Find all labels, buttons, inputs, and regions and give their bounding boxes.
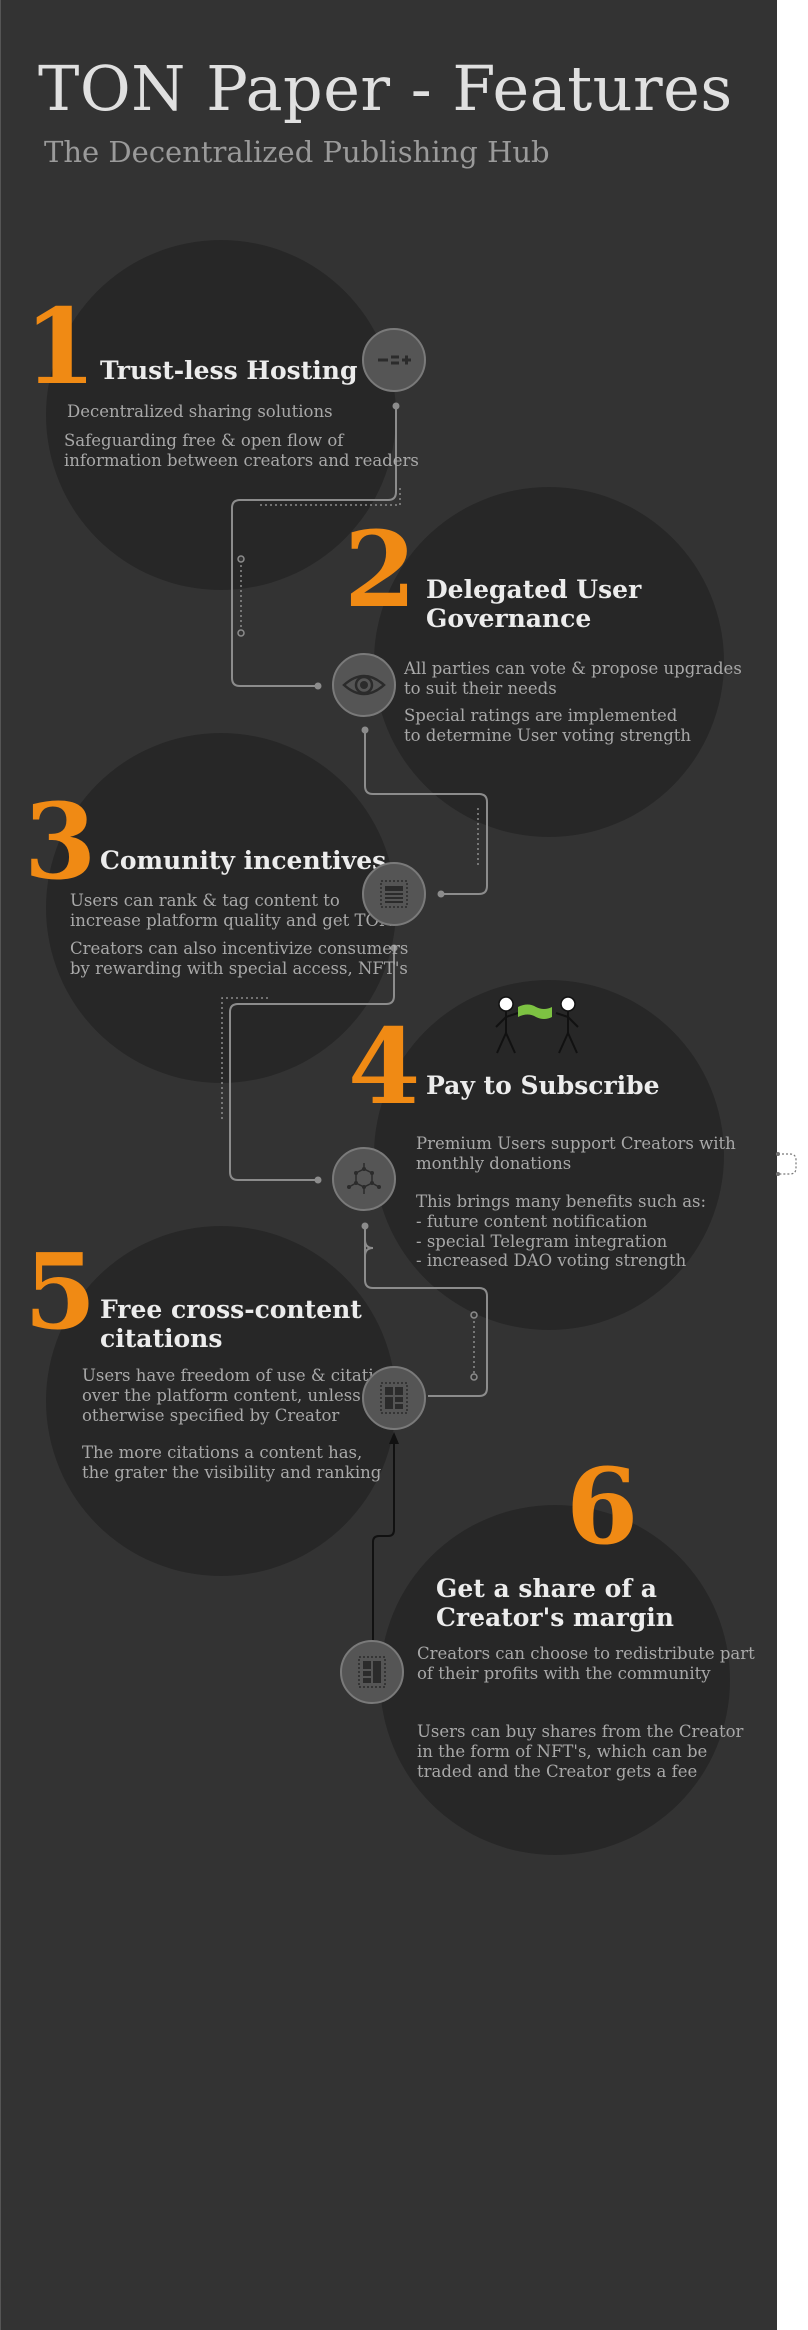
feature-2-title: Delegated User Governance [426, 575, 642, 633]
feature-3-line-2: Creators can also incentivize consumers … [70, 939, 409, 978]
connector-lines [221, 402, 488, 1640]
feature-4-line-2: This brings many benefits such as: - fut… [416, 1192, 707, 1271]
feature-6-number: 6 [566, 1445, 639, 1568]
feature-2-line-1: All parties can vote & propose upgrades … [404, 659, 742, 698]
feature-1-line-1: Decentralized sharing solutions [67, 402, 333, 421]
balance-icon [362, 328, 426, 392]
feature-5-line-2: The more citations a content has, the gr… [82, 1443, 382, 1482]
feature-1-circle [46, 240, 396, 590]
feature-3-number: 3 [24, 780, 97, 903]
feature-4-title: Pay to Subscribe [426, 1071, 660, 1100]
feature-3-line-1: Users can rank & tag content to increase… [70, 891, 394, 930]
feature-6-title: Get a share of a Creator's margin [436, 1574, 674, 1632]
feature-1-line-2: Safeguarding free & open flow of informa… [64, 431, 419, 470]
network-icon [332, 1147, 396, 1211]
feature-6-circle [380, 1505, 730, 1855]
subscribers-illustration [495, 996, 579, 1054]
feature-5-line-1: Users have freedom of use & citation ove… [82, 1366, 395, 1425]
feature-5-title: Free cross-content citations [100, 1295, 362, 1353]
feature-4-circle [374, 980, 724, 1330]
panel-border [0, 0, 1, 2330]
page-title: TON Paper - Features [38, 52, 733, 125]
feature-2-line-2: Special ratings are implemented to deter… [404, 706, 692, 745]
feature-3-title: Comunity incentives [100, 846, 387, 875]
feature-6-line-2: Users can buy shares from the Creator in… [417, 1722, 744, 1781]
grid-icon [340, 1640, 404, 1704]
feature-2-circle [374, 487, 724, 837]
document-icon [362, 862, 426, 926]
feature-1-title: Trust-less Hosting [100, 356, 358, 385]
feature-4-line-1: Premium Users support Creators with mont… [416, 1134, 736, 1173]
infographic-panel: TON Paper - Features The Decentralized P… [0, 0, 777, 2330]
feature-5-number: 5 [24, 1230, 97, 1353]
eye-icon [332, 653, 396, 717]
feature-6-line-1: Creators can choose to redistribute part… [417, 1644, 755, 1683]
layout-icon [362, 1366, 426, 1430]
feature-3-circle [46, 733, 396, 1083]
page-subtitle: The Decentralized Publishing Hub [44, 135, 550, 169]
feature-2-number: 2 [344, 508, 417, 631]
resize-handle[interactable] [776, 1150, 800, 1180]
feature-4-number: 4 [348, 1005, 421, 1128]
feature-5-circle [46, 1226, 396, 1576]
feature-1-number: 1 [24, 285, 97, 408]
